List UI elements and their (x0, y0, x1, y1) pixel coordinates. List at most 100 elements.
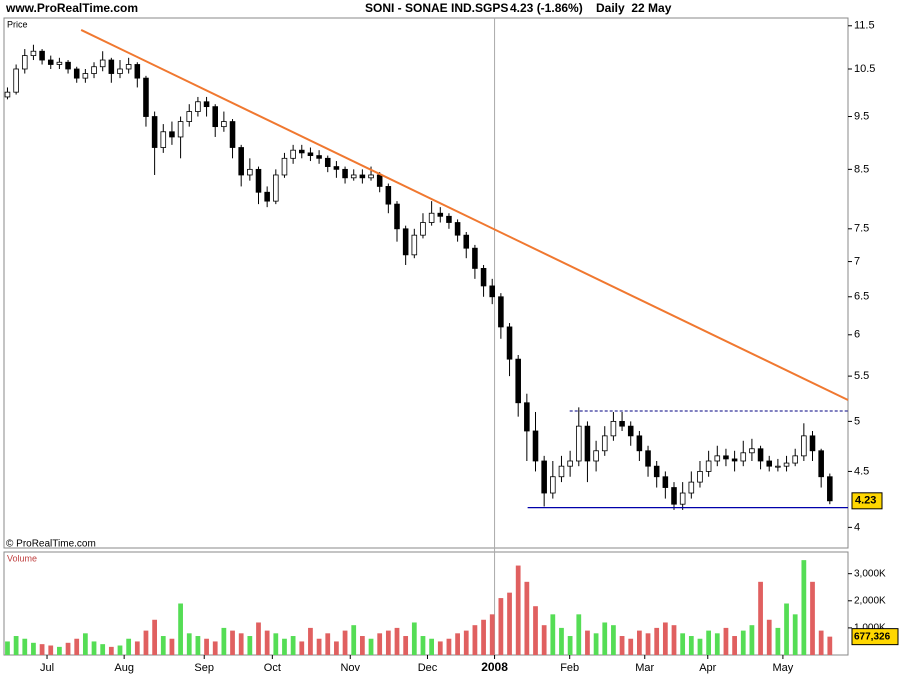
volume-bar (628, 638, 634, 655)
volume-bar (559, 627, 564, 655)
volume-bar (775, 627, 781, 655)
candle-body (610, 420, 617, 437)
volume-bar (515, 565, 521, 655)
candle-body (99, 59, 106, 68)
volume-bar (5, 641, 10, 655)
volume-bar (351, 625, 357, 655)
volume-tick-label: 2,000K (854, 595, 886, 606)
candle-body (801, 435, 807, 457)
x-tick-label: 2008 (481, 660, 508, 674)
x-tick-label: Mar (635, 662, 654, 674)
candle-body (679, 492, 686, 505)
volume-bar (697, 638, 703, 655)
site: www.ProRealTime.com (5, 1, 138, 15)
volume-bar (394, 627, 400, 655)
volume-bar (411, 622, 417, 655)
candle-body (524, 402, 530, 432)
volume-bar (498, 598, 504, 655)
volume-bar (740, 630, 746, 655)
candle-body (385, 186, 392, 205)
volume-bar (429, 638, 435, 655)
candle-body (827, 476, 833, 502)
candle-body (247, 168, 253, 176)
volume-bar (290, 636, 296, 655)
volume-bar (204, 638, 209, 655)
volume-bar (282, 638, 287, 655)
candle-body (697, 471, 703, 483)
volume-bar (273, 633, 279, 655)
volume-bar (152, 619, 158, 655)
volume-bar (784, 603, 789, 655)
candle-body (792, 455, 798, 464)
candle-body (515, 358, 521, 404)
copyright: © ProRealTime.com (6, 539, 96, 550)
volume-bar (533, 606, 538, 655)
candle-body (298, 149, 305, 154)
candle-body (350, 174, 357, 179)
volume-bar (688, 636, 694, 655)
candle-body (636, 435, 643, 452)
volume-bar (325, 633, 331, 655)
volume-bar (792, 614, 798, 655)
volume-bar (186, 633, 192, 655)
volume-bar (489, 614, 495, 655)
quote: 4.23 (-1.86%) (510, 1, 583, 15)
candle-body (454, 222, 461, 236)
candle-body (134, 64, 141, 79)
candle-body (333, 166, 340, 170)
candle-body (324, 157, 331, 167)
period: Daily 22 May (596, 1, 672, 15)
volume-bar (13, 636, 19, 655)
candle-body (723, 455, 729, 460)
volume-bar (723, 627, 729, 655)
volume-bar (48, 645, 54, 655)
candle-body (757, 448, 764, 462)
candle-body (82, 73, 89, 79)
volume-bar (316, 638, 322, 655)
candle-body (273, 174, 279, 202)
volume-bar (706, 630, 712, 655)
candle-body (437, 212, 444, 217)
candle-body (714, 455, 721, 462)
candle-body (463, 234, 470, 249)
volume-bar (238, 633, 244, 655)
y-tick-label: 9.5 (854, 110, 869, 122)
candle-body (601, 435, 608, 452)
candle-body (151, 116, 158, 148)
candle-body (39, 50, 45, 61)
volume-bar (403, 636, 409, 655)
x-tick-label: Jul (40, 662, 54, 674)
x-tick-label: Aug (114, 662, 134, 674)
candle-body (91, 66, 97, 74)
y-tick-label: 7.5 (854, 223, 869, 235)
candle-body (489, 285, 496, 298)
candle-body (506, 326, 513, 360)
candle-body (125, 64, 132, 70)
volume-tick-label: 1,000K (854, 623, 886, 634)
candle-body (731, 458, 738, 462)
candle-body (498, 296, 504, 328)
candle-body (281, 157, 288, 176)
volume-bar (541, 625, 547, 655)
candle-body (117, 68, 123, 74)
volume-bar (567, 636, 573, 655)
volume-bar (619, 636, 625, 655)
candle-body (653, 465, 660, 478)
candle-body (446, 215, 452, 223)
candle-body (143, 77, 149, 117)
candle-body (576, 425, 582, 462)
volume-bar (74, 638, 80, 655)
candle-body (255, 168, 262, 193)
volume-bar (160, 636, 166, 655)
x-tick-label: Oct (264, 662, 281, 674)
volume-bar (368, 638, 374, 655)
volume-bar (446, 638, 452, 655)
volume-bar (645, 633, 651, 655)
drawn-line (80, 29, 849, 401)
volume-tick-label: 3,000K (854, 568, 886, 579)
volume-bar (299, 641, 305, 655)
volume-bar (576, 614, 582, 655)
candle-body (212, 106, 218, 128)
y-tick-label: 7 (854, 255, 860, 267)
candle-body (221, 121, 227, 128)
